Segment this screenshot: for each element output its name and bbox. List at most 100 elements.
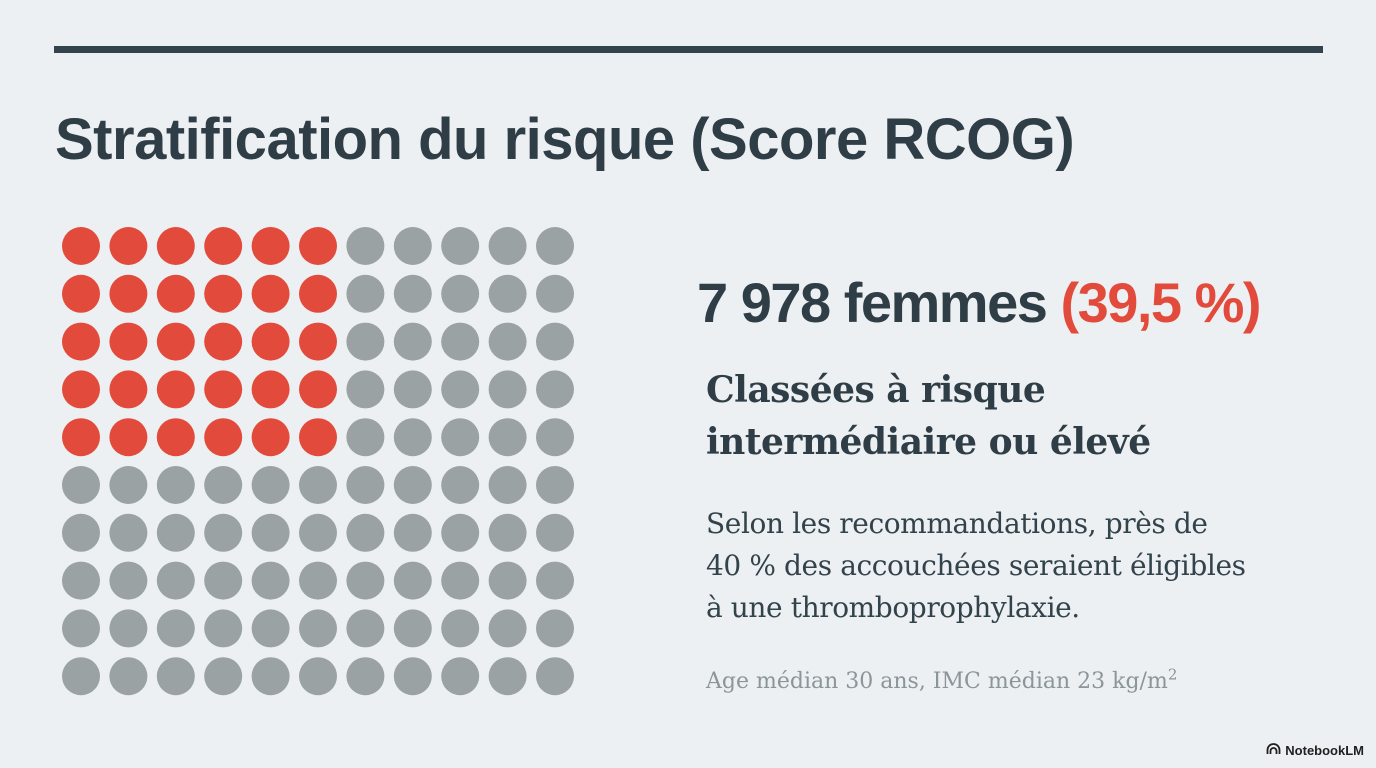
highlighted-dot — [156, 370, 195, 409]
highlighted-dot — [251, 322, 290, 361]
base-dot — [393, 561, 432, 600]
highlighted-dot — [251, 370, 290, 409]
base-dot — [299, 609, 337, 648]
highlighted-dot — [156, 274, 195, 313]
base-dot — [251, 513, 290, 552]
highlighted-dot — [204, 274, 243, 313]
base-dot — [393, 322, 432, 361]
base-dot — [441, 370, 480, 409]
base-dot — [62, 657, 100, 696]
base-dot — [156, 513, 195, 552]
highlighted-dot — [299, 370, 337, 409]
risk-heading-line: Classées à risque — [706, 369, 1046, 411]
base-dot — [393, 418, 432, 457]
base-dot — [251, 466, 290, 504]
highlighted-dot — [62, 370, 100, 409]
base-dot — [204, 609, 243, 648]
highlighted-dot — [62, 274, 100, 313]
base-dot — [346, 657, 385, 696]
base-dot — [488, 657, 527, 696]
base-dot — [441, 466, 480, 504]
description-line: 40 % des accouchées seraient éligibles — [706, 549, 1246, 582]
base-dot — [346, 322, 385, 361]
base-dot — [441, 227, 480, 265]
brand-label: NotebookLM — [1285, 743, 1364, 758]
base-dot — [536, 322, 574, 361]
base-dot — [204, 657, 243, 696]
base-dot — [441, 322, 480, 361]
highlighted-dot — [156, 227, 195, 265]
base-dot — [346, 561, 385, 600]
base-dot — [62, 561, 100, 600]
base-dot — [536, 418, 574, 457]
highlighted-dot — [299, 274, 337, 313]
description-line: à une thromboprophylaxie. — [706, 591, 1080, 624]
base-dot — [109, 513, 148, 552]
base-dot — [536, 657, 574, 696]
base-dot — [346, 418, 385, 457]
base-dot — [156, 657, 195, 696]
base-dot — [441, 513, 480, 552]
base-dot — [346, 513, 385, 552]
base-dot — [251, 657, 290, 696]
base-dot — [488, 561, 527, 600]
base-dot — [536, 513, 574, 552]
dot-grid — [62, 227, 574, 696]
footnote: Age médian 30 ans, IMC médian 23 kg/m2 — [706, 666, 1177, 698]
highlighted-dot — [204, 370, 243, 409]
highlighted-dot — [251, 227, 290, 265]
description-line: Selon les recommandations, près de — [706, 507, 1208, 540]
highlighted-dot — [299, 418, 337, 457]
base-dot — [109, 609, 148, 648]
base-dot — [488, 466, 527, 504]
base-dot — [62, 513, 100, 552]
base-dot — [488, 227, 527, 265]
highlighted-dot — [109, 227, 148, 265]
top-rule — [54, 46, 1323, 53]
base-dot — [393, 513, 432, 552]
base-dot — [346, 466, 385, 504]
base-dot — [346, 609, 385, 648]
stat-headline: 7 978 femmes (39,5 %) — [697, 268, 1262, 338]
base-dot — [488, 322, 527, 361]
base-dot — [536, 609, 574, 648]
base-dot — [536, 370, 574, 409]
highlighted-dot — [62, 418, 100, 457]
highlighted-dot — [62, 227, 100, 265]
highlighted-dot — [204, 322, 243, 361]
base-dot — [62, 466, 100, 504]
base-dot — [346, 227, 385, 265]
page-title: Stratification du risque (Score RCOG) — [55, 107, 1075, 172]
base-dot — [441, 609, 480, 648]
base-dot — [441, 657, 480, 696]
base-dot — [441, 418, 480, 457]
base-dot — [393, 370, 432, 409]
base-dot — [441, 274, 480, 313]
base-dot — [393, 609, 432, 648]
base-dot — [156, 466, 195, 504]
base-dot — [204, 513, 243, 552]
base-dot — [204, 466, 243, 504]
base-dot — [156, 609, 195, 648]
highlighted-dot — [251, 274, 290, 313]
highlighted-dot — [156, 418, 195, 457]
highlighted-dot — [251, 418, 290, 457]
base-dot — [346, 370, 385, 409]
base-dot — [251, 561, 290, 600]
base-dot — [488, 370, 527, 409]
base-dot — [393, 466, 432, 504]
base-dot — [109, 561, 148, 600]
base-dot — [536, 466, 574, 504]
risk-heading-line: intermédiaire ou élevé — [706, 421, 1151, 463]
base-dot — [441, 561, 480, 600]
stat-percent: (39,5 %) — [1060, 271, 1261, 334]
highlighted-dot — [204, 227, 243, 265]
highlighted-dot — [156, 322, 195, 361]
notebooklm-logo-icon — [1266, 743, 1281, 758]
base-dot — [393, 274, 432, 313]
base-dot — [536, 274, 574, 313]
base-dot — [109, 657, 148, 696]
highlighted-dot — [109, 322, 148, 361]
highlighted-dot — [62, 322, 100, 361]
base-dot — [299, 466, 337, 504]
